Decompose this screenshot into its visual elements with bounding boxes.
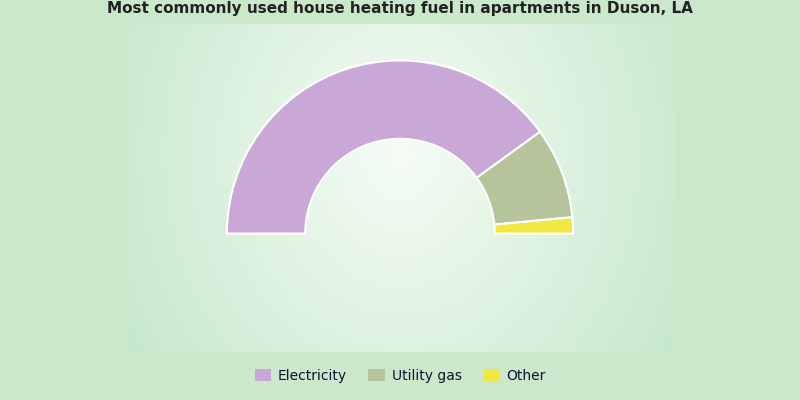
Wedge shape [227, 60, 540, 234]
Wedge shape [494, 217, 573, 234]
Legend: Electricity, Utility gas, Other: Electricity, Utility gas, Other [247, 362, 553, 390]
Wedge shape [477, 132, 572, 225]
Title: Most commonly used house heating fuel in apartments in Duson, LA: Most commonly used house heating fuel in… [107, 1, 693, 16]
